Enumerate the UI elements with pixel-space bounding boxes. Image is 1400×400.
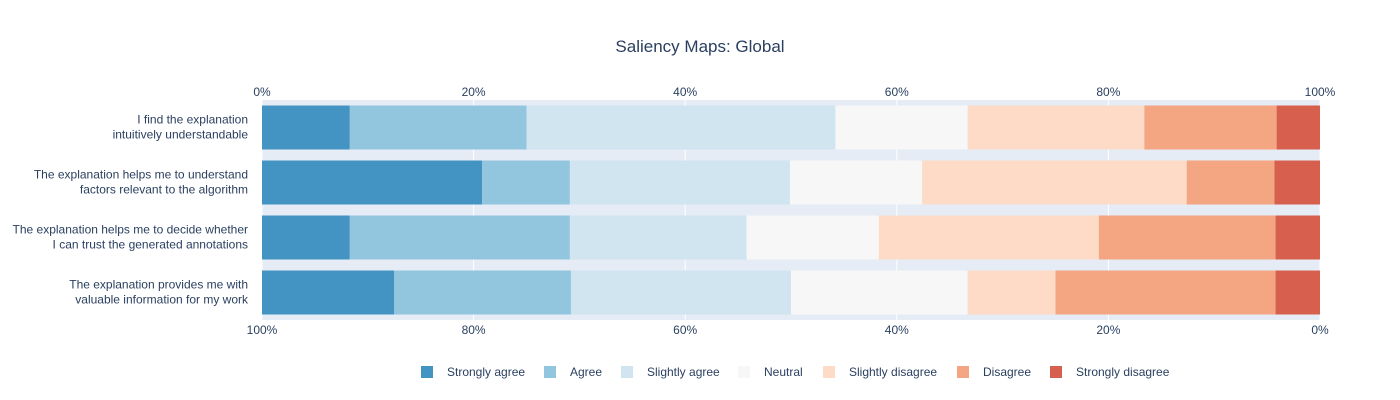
bar-segment[interactable] — [570, 270, 791, 315]
category-axis: I find the explanation intuitively unders… — [13, 113, 249, 307]
bar-segment[interactable] — [394, 270, 571, 315]
top-axis: 0% 20% 40% 60% 80% 100% — [253, 85, 1335, 99]
top-tick-label: 40% — [673, 85, 697, 99]
bottom-axis: 100% 80% 60% 40% 20% 0% — [247, 323, 1329, 337]
legend-label: Disagree — [983, 365, 1031, 379]
bottom-tick-label: 40% — [885, 323, 909, 337]
bar-segment[interactable] — [569, 160, 790, 205]
legend-swatch — [823, 366, 835, 378]
top-tick-label: 100% — [1305, 85, 1336, 99]
legend-swatch — [957, 366, 969, 378]
bar-segment[interactable] — [262, 270, 395, 315]
bottom-tick-label: 20% — [1096, 323, 1120, 337]
bar-segment[interactable] — [878, 215, 1099, 260]
legend-item[interactable]: Disagree — [957, 365, 1031, 379]
bar-segment[interactable] — [967, 270, 1056, 315]
bar-segment[interactable] — [349, 105, 527, 150]
bar-segment[interactable] — [349, 215, 570, 260]
bottom-tick-label: 100% — [247, 323, 278, 337]
category-label: I find the explanation intuitively unders… — [113, 113, 249, 142]
legend-item[interactable]: Slightly disagree — [823, 365, 937, 379]
legend-label: Agree — [570, 365, 602, 379]
legend[interactable]: Strongly agree Agree Slightly agree Neutral… — [421, 365, 1170, 379]
bar-segment[interactable] — [1275, 215, 1320, 260]
bar-segment[interactable] — [1276, 105, 1320, 150]
legend-label: Strongly disagree — [1076, 365, 1170, 379]
legend-item[interactable]: Neutral — [738, 365, 803, 379]
bar-segment[interactable] — [967, 105, 1145, 150]
legend-swatch — [421, 366, 433, 378]
bar-segment[interactable] — [262, 215, 350, 260]
bar-segment[interactable] — [526, 105, 836, 150]
bar-segment[interactable] — [791, 270, 968, 315]
bar-segment[interactable] — [262, 160, 483, 205]
top-tick-label: 60% — [885, 85, 909, 99]
category-label: The explanation helps me to decide wheth… — [13, 223, 248, 252]
bar-segment[interactable] — [1055, 270, 1276, 315]
bottom-tick-label: 80% — [462, 323, 486, 337]
category-label: The explanation provides me with valuable… — [69, 278, 249, 307]
bar-segment[interactable] — [789, 160, 923, 205]
bar-segment[interactable] — [1275, 270, 1320, 315]
legend-swatch — [738, 366, 750, 378]
top-tick-label: 0% — [253, 85, 271, 99]
legend-swatch — [544, 366, 556, 378]
bar-segment[interactable] — [746, 215, 879, 260]
legend-label: Slightly agree — [647, 365, 720, 379]
legend-item[interactable]: Strongly agree — [421, 365, 525, 379]
bar-segment[interactable] — [1144, 105, 1277, 150]
top-tick-label: 80% — [1096, 85, 1120, 99]
bar-segment[interactable] — [1186, 160, 1275, 205]
category-label: The explanation helps me to understand fa… — [34, 168, 248, 197]
bars — [262, 105, 1320, 315]
legend-swatch — [621, 366, 633, 378]
legend-label: Slightly disagree — [849, 365, 937, 379]
bar-segment[interactable] — [1098, 215, 1276, 260]
legend-label: Neutral — [764, 365, 803, 379]
legend-item[interactable]: Slightly agree — [621, 365, 720, 379]
legend-item[interactable]: Agree — [544, 365, 602, 379]
bottom-tick-label: 0% — [1311, 323, 1329, 337]
legend-swatch — [1050, 366, 1062, 378]
bar-segment[interactable] — [1274, 160, 1320, 205]
bar-segment[interactable] — [482, 160, 570, 205]
top-tick-label: 20% — [462, 85, 486, 99]
bar-segment[interactable] — [922, 160, 1187, 205]
legend-item[interactable]: Strongly disagree — [1050, 365, 1170, 379]
bottom-tick-label: 60% — [673, 323, 697, 337]
chart-title: Saliency Maps: Global — [615, 37, 784, 56]
bar-segment[interactable] — [569, 215, 747, 260]
bar-segment[interactable] — [835, 105, 968, 150]
bar-segment[interactable] — [262, 105, 350, 150]
legend-label: Strongly agree — [447, 365, 525, 379]
